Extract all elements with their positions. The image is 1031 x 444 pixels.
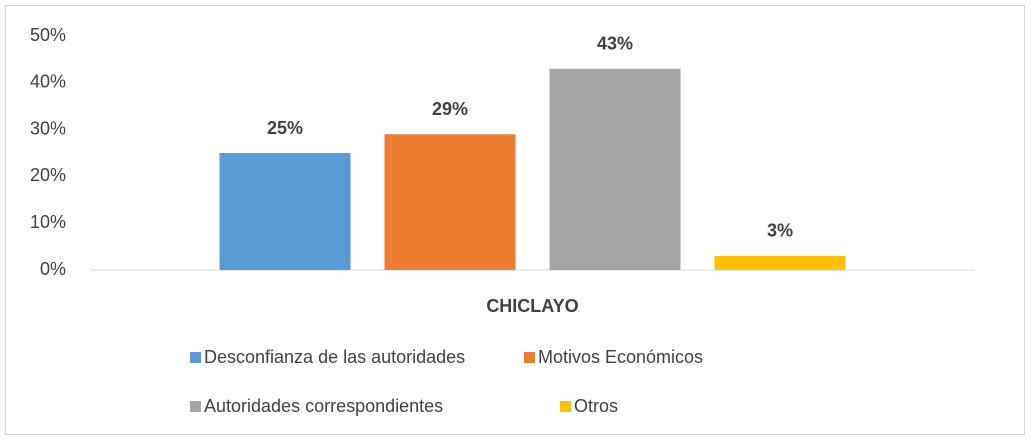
legend-swatch xyxy=(524,352,535,363)
bar xyxy=(714,255,846,270)
data-label: 25% xyxy=(267,118,303,138)
y-tick-label: 50% xyxy=(30,25,66,45)
bar xyxy=(384,134,516,270)
y-tick-label: 10% xyxy=(30,212,66,232)
data-label: 29% xyxy=(432,99,468,119)
legend-swatch xyxy=(560,401,571,412)
y-tick-label: 40% xyxy=(30,72,66,92)
x-tick-label: CHICLAYO xyxy=(486,296,578,316)
legend-label: Motivos Económicos xyxy=(538,347,703,367)
legend-label: Autoridades correspondientes xyxy=(204,396,443,416)
data-label: 43% xyxy=(597,34,633,54)
bar xyxy=(549,68,681,270)
bar xyxy=(219,153,351,270)
y-tick-label: 20% xyxy=(30,165,66,185)
data-label: 3% xyxy=(767,221,793,241)
y-tick-label: 30% xyxy=(30,118,66,138)
legend-label: Desconfianza de las autoridades xyxy=(204,347,465,367)
legend-swatch xyxy=(190,352,201,363)
y-tick-label: 0% xyxy=(40,259,66,279)
legend-label: Otros xyxy=(574,396,618,416)
legend-swatch xyxy=(190,401,201,412)
